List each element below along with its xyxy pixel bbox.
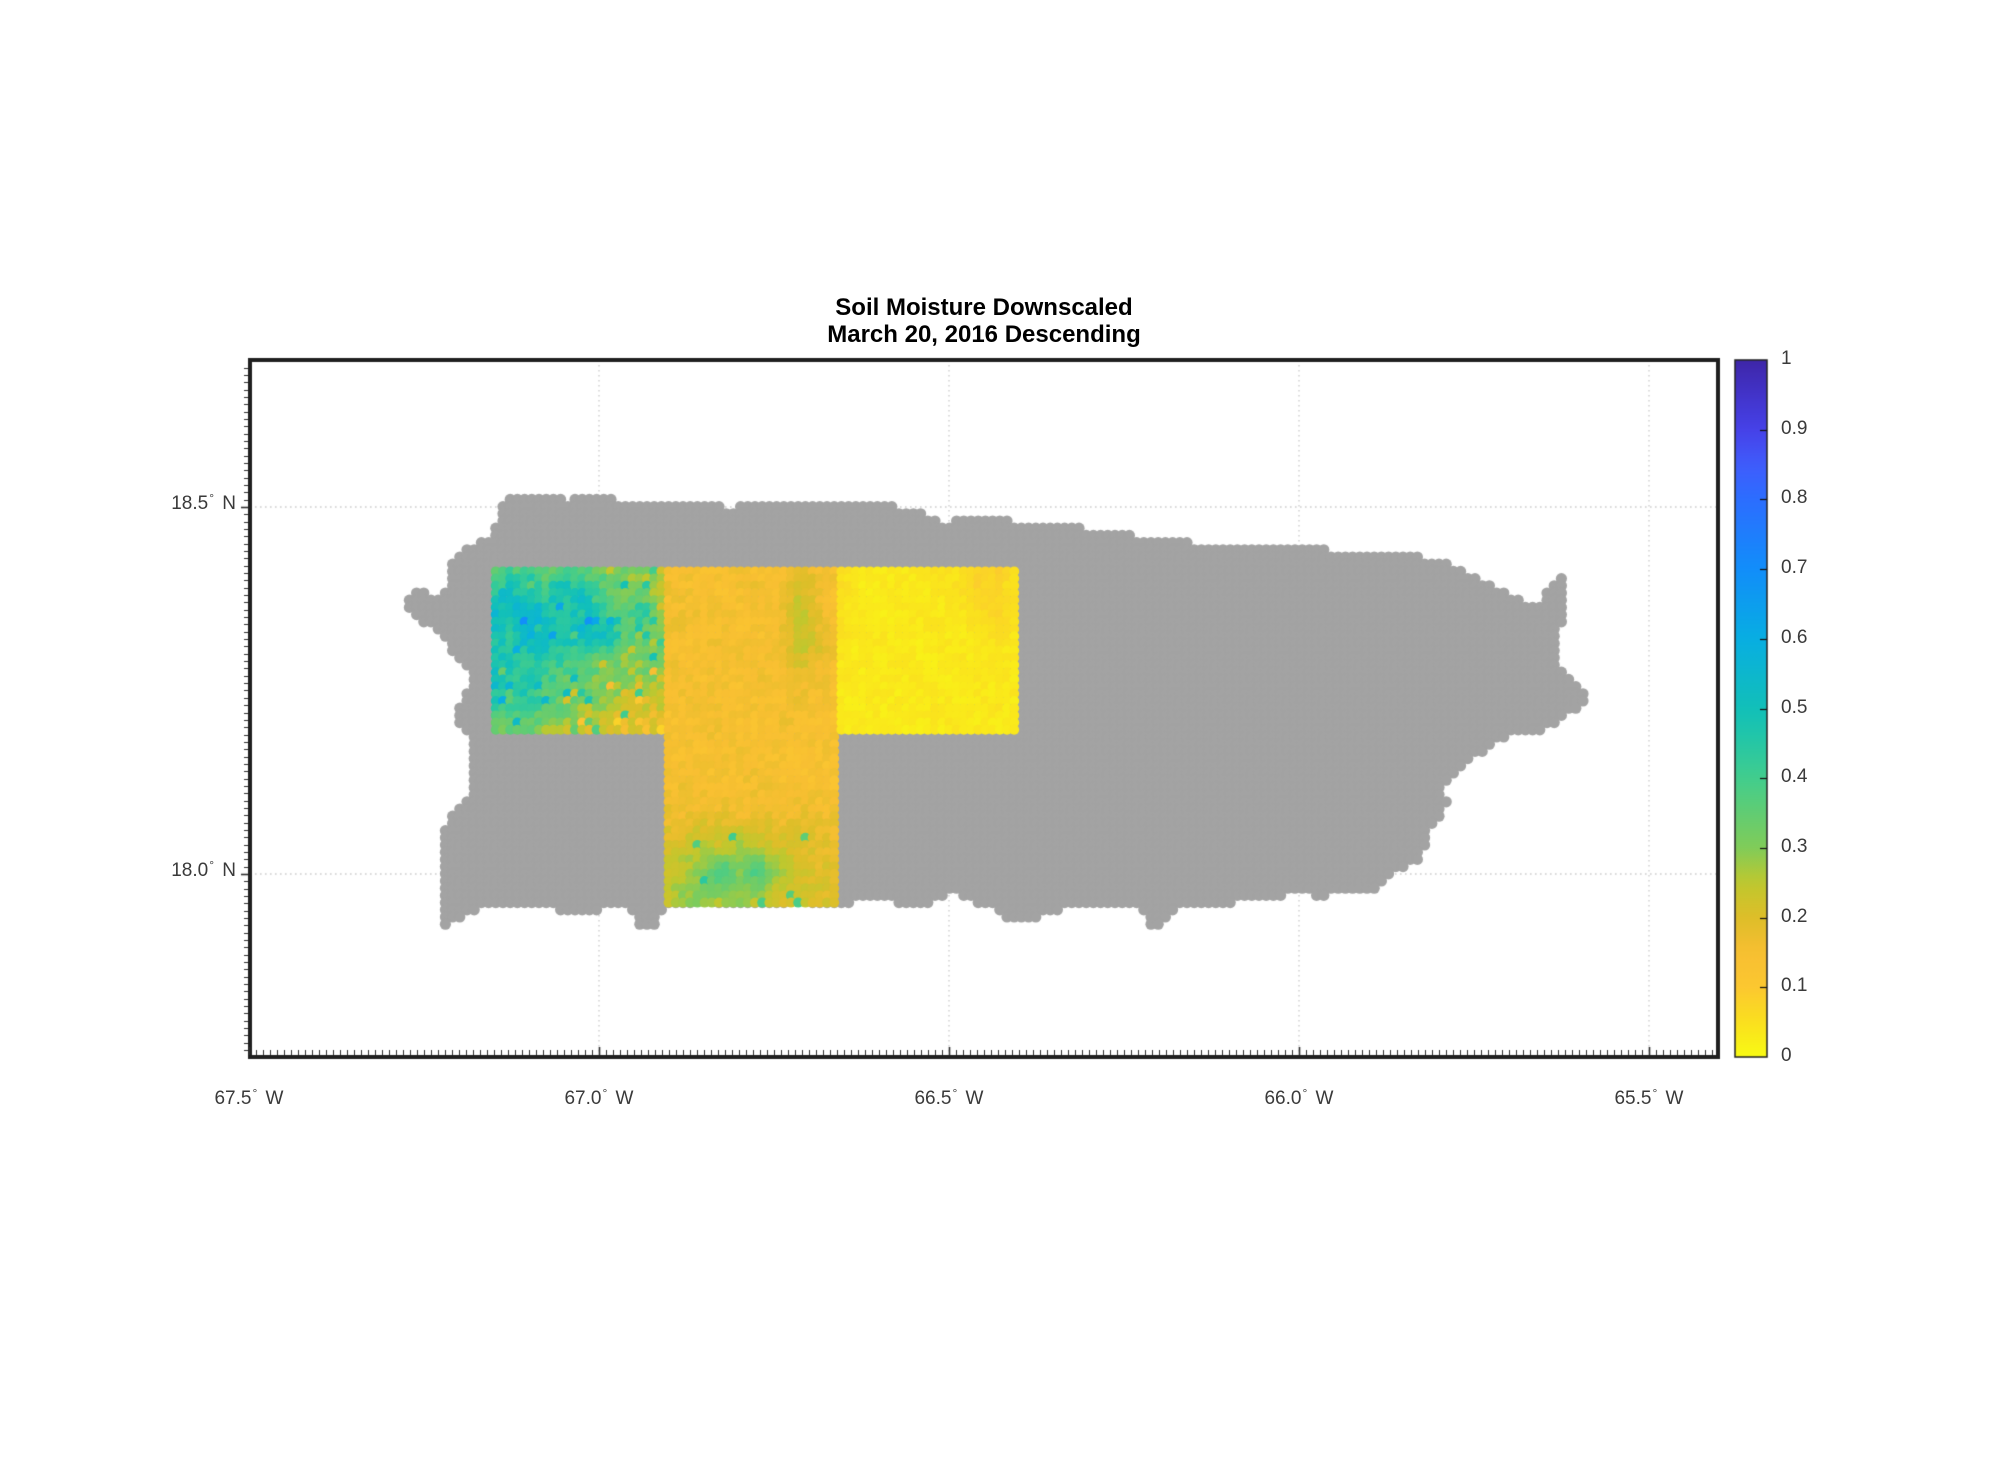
colorbar-tick-label-0.3: 0.3 — [1781, 835, 1808, 857]
x-tick-label-67.0: 67.0° W — [564, 1086, 634, 1109]
colorbar-tick-label-0.6: 0.6 — [1781, 626, 1808, 648]
colorbar-tick-label-0.2: 0.2 — [1781, 905, 1808, 927]
x-tick-label-65.5: 65.5° W — [1614, 1086, 1684, 1109]
chart-title: Soil Moisture Downscaled March 20, 2016 … — [250, 294, 1718, 348]
colorbar-tick-label-0: 0 — [1781, 1045, 1792, 1066]
x-tick-label-66.0: 66.0° W — [1264, 1086, 1334, 1109]
y-tick-label-18.5: 18.5° N — [171, 491, 236, 514]
colorbar-tick-label-1: 1 — [1781, 348, 1792, 369]
colorbar-tick-label-0.7: 0.7 — [1781, 557, 1808, 579]
chart-title-line1: Soil Moisture Downscaled — [835, 294, 1133, 321]
x-tick-label-66.5: 66.5° W — [914, 1086, 984, 1109]
x-tick-label-67.5: 67.5° W — [214, 1086, 284, 1109]
colorbar-tick-label-0.1: 0.1 — [1781, 975, 1808, 997]
colorbar-tick-label-0.4: 0.4 — [1781, 766, 1808, 788]
chart-title-line2: March 20, 2016 Descending — [827, 321, 1141, 348]
colorbar-tick-label-0.8: 0.8 — [1781, 487, 1808, 509]
y-tick-label-18.0: 18.0° N — [171, 858, 236, 881]
colorbar-tick-label-0.9: 0.9 — [1781, 417, 1808, 439]
colorbar-tick-label-0.5: 0.5 — [1781, 696, 1808, 718]
